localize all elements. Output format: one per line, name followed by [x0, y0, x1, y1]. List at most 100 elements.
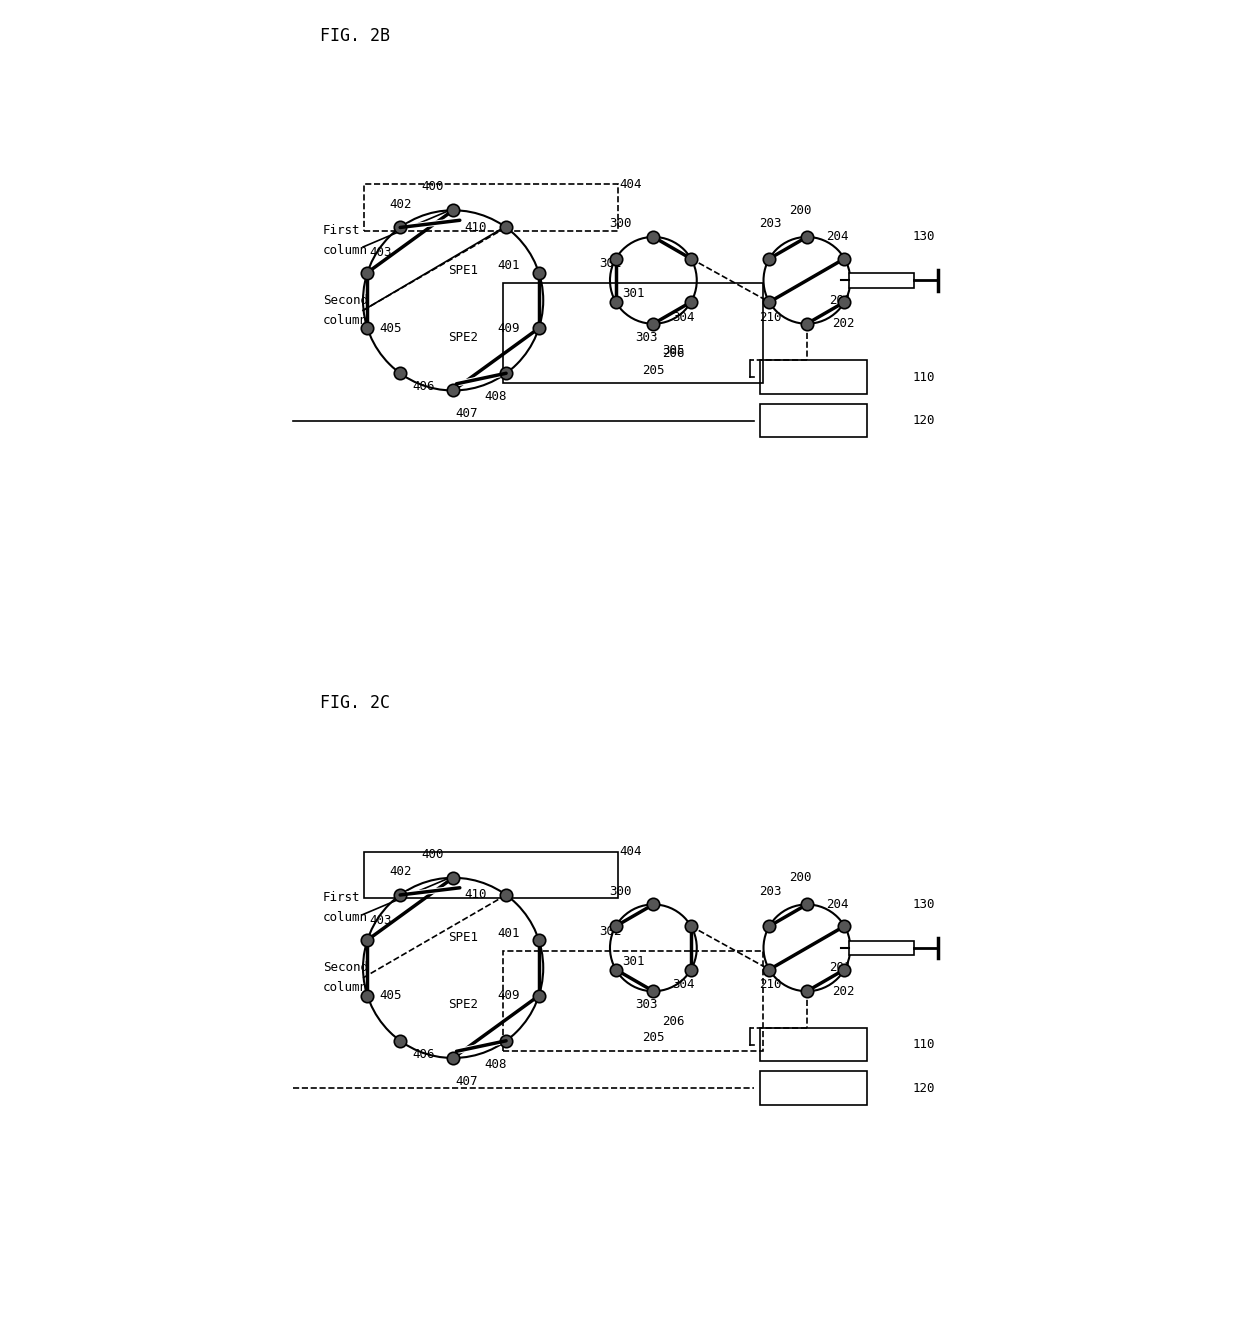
- Text: 303: 303: [635, 999, 658, 1011]
- Text: 120: 120: [913, 414, 935, 427]
- Text: Second: Second: [322, 294, 368, 307]
- Text: First: First: [322, 892, 361, 904]
- Point: [529, 318, 549, 339]
- Point: [529, 262, 549, 283]
- Text: 405: 405: [379, 989, 402, 1003]
- Point: [357, 929, 377, 951]
- Text: 206: 206: [662, 347, 684, 360]
- Text: SPE1: SPE1: [448, 264, 479, 276]
- Text: 303: 303: [635, 331, 658, 343]
- Text: 400: 400: [422, 180, 444, 194]
- Text: 205: 205: [642, 364, 665, 376]
- Point: [835, 916, 854, 937]
- Point: [644, 894, 663, 916]
- Text: column: column: [322, 981, 368, 995]
- Text: 203: 203: [759, 218, 781, 230]
- Point: [606, 248, 626, 270]
- Point: [681, 959, 701, 980]
- Text: 401: 401: [497, 259, 520, 272]
- Point: [644, 980, 663, 1001]
- Text: 210: 210: [759, 311, 781, 323]
- Point: [797, 980, 817, 1001]
- Text: 402: 402: [389, 865, 412, 878]
- Point: [496, 1031, 516, 1052]
- Point: [357, 985, 377, 1007]
- Point: [835, 248, 854, 270]
- Text: 410: 410: [465, 889, 487, 901]
- Point: [681, 291, 701, 312]
- Point: [391, 216, 410, 238]
- Point: [681, 916, 701, 937]
- Text: 130: 130: [913, 231, 935, 243]
- Point: [443, 379, 463, 400]
- Text: 409: 409: [497, 989, 520, 1003]
- Text: 301: 301: [622, 287, 645, 300]
- Point: [644, 226, 663, 248]
- Point: [529, 985, 549, 1007]
- Text: 404: 404: [620, 178, 642, 191]
- Text: 200: 200: [789, 204, 811, 216]
- Text: 408: 408: [485, 1057, 507, 1071]
- Point: [391, 1031, 410, 1052]
- Text: 304: 304: [672, 979, 694, 991]
- Point: [797, 894, 817, 916]
- Point: [357, 318, 377, 339]
- Point: [391, 884, 410, 905]
- Text: column: column: [322, 912, 368, 924]
- Text: 210: 210: [759, 979, 781, 991]
- Point: [644, 312, 663, 334]
- Text: 410: 410: [465, 222, 487, 234]
- Point: [496, 216, 516, 238]
- Point: [835, 959, 854, 980]
- Text: 205: 205: [642, 1032, 665, 1044]
- Point: [759, 248, 779, 270]
- Text: 406: 406: [412, 1048, 435, 1060]
- Text: 204: 204: [826, 231, 848, 243]
- Text: 401: 401: [497, 926, 520, 940]
- Text: 304: 304: [672, 311, 694, 323]
- Text: 201: 201: [830, 294, 852, 307]
- Text: 402: 402: [389, 198, 412, 211]
- Point: [797, 312, 817, 334]
- Point: [496, 363, 516, 384]
- Text: Second: Second: [322, 961, 368, 975]
- Point: [357, 262, 377, 283]
- Point: [797, 226, 817, 248]
- Text: column: column: [322, 314, 368, 327]
- Text: 110: 110: [913, 1039, 935, 1051]
- Point: [759, 959, 779, 980]
- Text: 206: 206: [662, 1015, 684, 1028]
- Text: 130: 130: [913, 898, 935, 910]
- Point: [835, 291, 854, 312]
- Text: 404: 404: [620, 845, 642, 858]
- Text: 203: 203: [759, 885, 781, 897]
- Text: FIG. 2B: FIG. 2B: [320, 27, 389, 44]
- Text: 200: 200: [789, 872, 811, 884]
- Text: column: column: [322, 244, 368, 256]
- Text: 406: 406: [412, 380, 435, 392]
- Point: [443, 868, 463, 889]
- Text: SPE2: SPE2: [448, 331, 479, 343]
- Text: 405: 405: [379, 322, 402, 335]
- Text: 302: 302: [599, 258, 621, 270]
- Bar: [849, 274, 914, 288]
- Text: FIG. 2C: FIG. 2C: [320, 694, 389, 712]
- Text: 409: 409: [497, 322, 520, 335]
- Bar: [849, 940, 914, 956]
- Text: 407: 407: [455, 407, 477, 421]
- Text: 302: 302: [599, 925, 621, 937]
- Text: 202: 202: [832, 985, 854, 997]
- Point: [496, 884, 516, 905]
- Text: 408: 408: [485, 390, 507, 403]
- Text: 201: 201: [830, 961, 852, 975]
- Text: 110: 110: [913, 371, 935, 383]
- Text: 300: 300: [609, 885, 631, 897]
- Text: 202: 202: [832, 318, 854, 330]
- Text: First: First: [322, 224, 361, 236]
- Text: 403: 403: [370, 913, 392, 926]
- Text: 305: 305: [662, 344, 684, 356]
- Point: [759, 916, 779, 937]
- Text: SPE1: SPE1: [448, 932, 479, 944]
- Text: 204: 204: [826, 898, 848, 910]
- Point: [681, 248, 701, 270]
